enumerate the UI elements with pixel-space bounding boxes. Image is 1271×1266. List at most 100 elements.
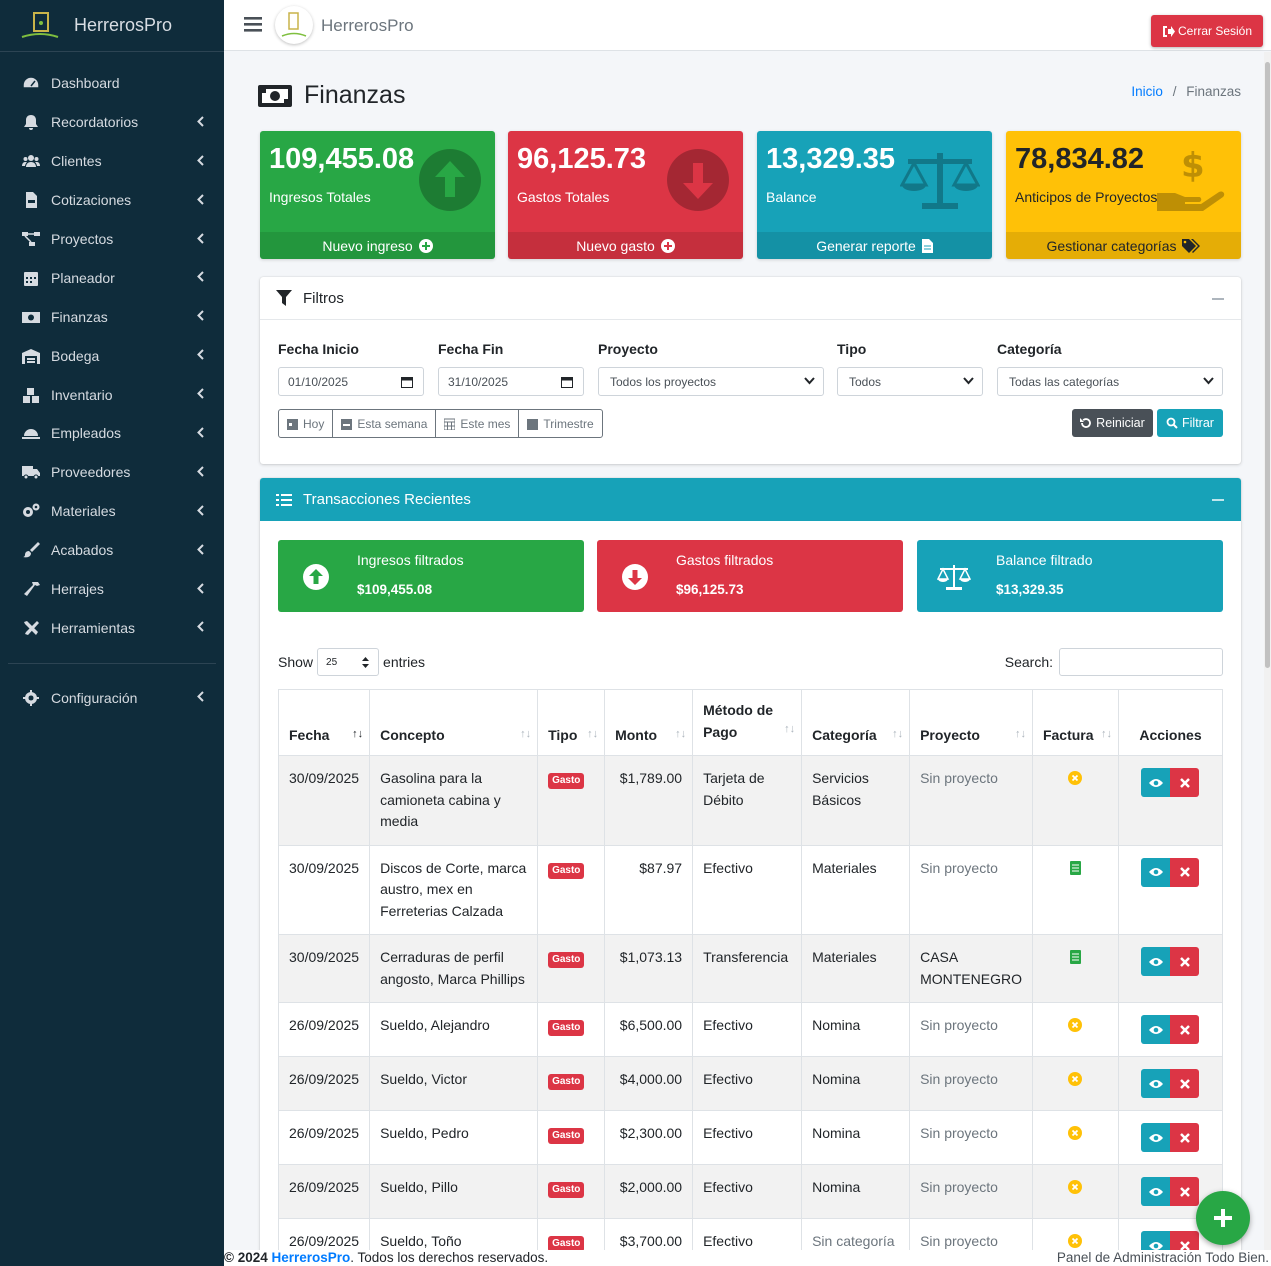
delete-button[interactable] [1170,1069,1200,1098]
sidebar-item-bodega[interactable]: Bodega [0,336,224,375]
column-header-metodo[interactable]: Método de Pago ↑↓ [692,689,803,756]
row-actions [1129,1123,1212,1152]
delete-button[interactable] [1170,1123,1200,1152]
sidebar-item-herrajes[interactable]: Herrajes [0,570,224,609]
view-button[interactable] [1141,947,1171,976]
sidebar-item-materiales[interactable]: Materiales [0,492,224,531]
view-button[interactable] [1141,1123,1171,1152]
delete-button[interactable] [1170,947,1200,976]
sidebar-item-label: Proyectos [51,231,114,247]
trimestre-button[interactable]: Trimestre [519,410,601,437]
reiniciar-button[interactable]: Reiniciar [1072,409,1153,437]
file-invoice-icon[interactable] [1069,860,1081,875]
collapse-filters-button[interactable] [1212,298,1224,300]
gestionar-categorias-link[interactable]: Gestionar categorías [1006,232,1241,259]
cell-monto: $1,073.13 [604,934,694,1003]
chevron-left-icon [197,232,204,244]
add-transaction-fab[interactable] [1196,1191,1250,1245]
stat-label: Balance [766,189,817,205]
fecha-fin-label: Fecha Fin [438,341,504,357]
view-button[interactable] [1141,768,1171,797]
column-header-proyecto[interactable]: Proyecto ↑↓ [909,689,1033,756]
search-input[interactable] [1059,648,1223,676]
delete-button[interactable] [1170,1015,1200,1044]
sidebar-item-clientes[interactable]: Clientes [0,142,224,181]
calendar-icon [527,418,539,430]
view-button[interactable] [1141,857,1171,887]
page-length-select[interactable]: 25 [317,648,380,676]
hamburger-menu-icon[interactable] [244,17,262,32]
cell-categoria: Nomina [801,1110,911,1165]
calendar-week-icon [341,418,353,430]
sidebar-item-planeador[interactable]: Planeador [0,258,224,297]
footer-rights: . Todos los derechos reservados. [350,1250,549,1265]
calendar-icon[interactable] [401,376,413,388]
sidebar-item-empleados[interactable]: Empleados [0,414,224,453]
column-header-factura[interactable]: Factura ↑↓ [1031,689,1119,756]
view-button[interactable] [1141,1231,1171,1251]
delete-button[interactable] [1170,1177,1200,1206]
sidebar-item-finanzas[interactable]: Finanzas [0,297,224,336]
gear-icon [23,689,39,706]
column-header-acciones: Acciones [1117,689,1224,756]
tools-icon [24,620,39,635]
page-scrollbar[interactable] [1264,52,1271,1250]
file-invoice-icon[interactable] [1069,950,1081,964]
tipo-select[interactable]: Todos [837,367,983,396]
column-header-fecha[interactable]: Fecha ↑↓ [277,689,371,756]
esta-semana-button[interactable]: Esta semana [333,410,437,437]
view-button[interactable] [1141,1177,1171,1206]
filtrar-button[interactable]: Filtrar [1157,409,1223,437]
sidebar-item-proyectos[interactable]: Proyectos [0,220,224,259]
delete-button[interactable] [1170,768,1200,797]
sidebar-item-acabados[interactable]: Acabados [0,531,224,570]
brand[interactable]: HerrerosPro [0,0,224,52]
column-label: Concepto [380,727,445,743]
proyecto-select[interactable]: Todos los proyectos [598,367,824,396]
view-button[interactable] [1141,1069,1171,1098]
column-header-tipo[interactable]: Tipo ↑↓ [537,689,606,756]
tipo-badge: Gasto [548,1182,585,1198]
column-header-categoria[interactable]: Categoría ↑↓ [801,689,911,756]
hoy-button[interactable]: Hoy [279,410,334,437]
sidebar-item-herramientas[interactable]: Herramientas [0,608,224,647]
eye-icon [1148,1187,1163,1196]
nuevo-ingreso-link[interactable]: Nuevo ingreso [260,232,495,259]
sidebar-item-configuracion[interactable]: Configuración [0,678,224,717]
cell-fecha: 26/09/2025 [277,1164,371,1219]
chevron-left-icon [197,349,204,360]
view-button[interactable] [1141,1015,1171,1044]
arrow-circle-up-icon [419,149,481,211]
sidebar-item-cotizaciones[interactable]: Cotizaciones [0,181,224,220]
info-box-title: Balance filtrado [996,552,1093,568]
sidebar-item-label: Inventario [51,386,113,403]
sort-icon: ↑↓ [675,728,687,740]
generar-reporte-link[interactable]: Generar reporte [757,232,992,259]
sidebar-item-recordatorios[interactable]: Recordatorios [0,103,224,142]
hard-hat-icon [22,429,40,440]
delete-button[interactable] [1170,1231,1200,1251]
fecha-inicio-input[interactable]: 01/10/2025 [278,367,424,396]
cell-metodo: Efectivo [692,1002,803,1057]
footer-brand-link[interactable]: HerrerosPro [271,1250,351,1265]
sidebar-item-dashboard[interactable]: Dashboard [0,64,224,103]
arrow-circle-down-icon [622,564,648,590]
column-header-concepto[interactable]: Concepto ↑↓ [369,689,539,756]
sidebar-item-proveedores[interactable]: Proveedores [0,453,224,492]
times-circle-icon [1068,1180,1083,1194]
collapse-transactions-button[interactable] [1212,499,1224,501]
fecha-fin-input[interactable]: 31/10/2025 [438,367,584,396]
logout-button[interactable]: Cerrar Sesión [1151,15,1263,47]
delete-button[interactable] [1170,857,1200,887]
top-title: HerrerosPro [321,16,414,35]
este-mes-button[interactable]: Este mes [436,410,520,437]
column-header-monto[interactable]: Monto ↑↓ [604,689,694,756]
categoria-select[interactable]: Todas las categorías [997,367,1223,396]
sidebar-item-inventario[interactable]: Inventario [0,375,224,414]
stat-value: 13,329.35 [766,143,896,175]
row-actions [1129,857,1212,887]
nuevo-gasto-link[interactable]: Nuevo gasto [508,232,743,259]
scrollbar-thumb[interactable] [1265,62,1270,668]
breadcrumb-home-link[interactable]: Inicio [1131,84,1163,99]
calendar-icon[interactable] [561,376,573,388]
